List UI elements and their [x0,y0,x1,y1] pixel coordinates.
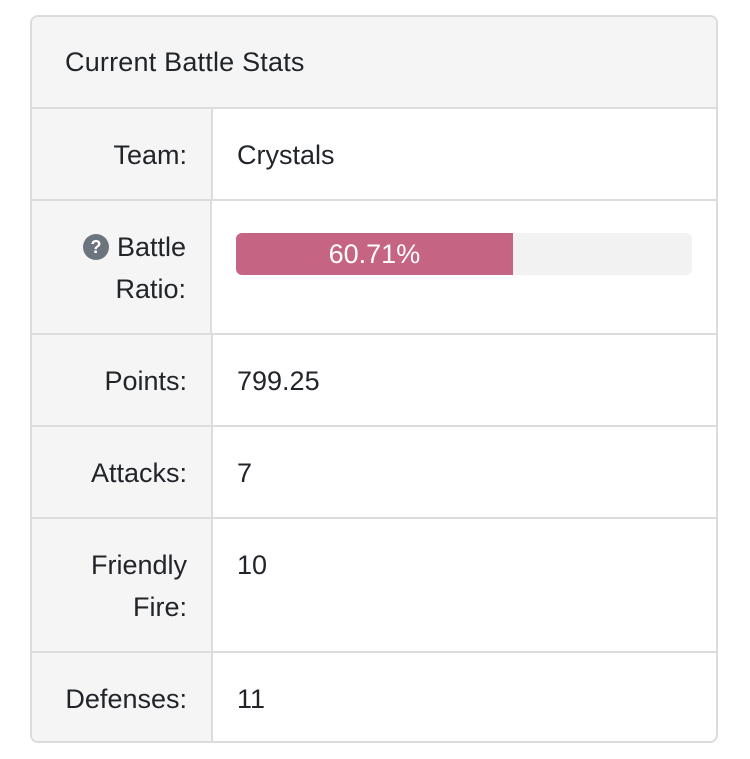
battle-stats-panel: Current Battle Stats Team: Crystals ? Bat… [30,15,718,743]
stat-label-line: Fire: [133,592,187,622]
stat-label: Attacks: [32,427,213,517]
stat-label-battle-ratio: ? Battle Ratio: [32,201,212,333]
stat-value-points: 799.25 [237,366,320,396]
stat-value-team: Crystals [237,140,335,170]
stat-label-line: Ratio: [115,274,186,304]
stat-label-friendly-fire: Friendly Fire: [32,519,213,651]
stat-row-battle-ratio: ? Battle Ratio: 60.71% [32,201,716,335]
stat-label: Defenses: [32,653,213,741]
question-circle-icon[interactable]: ? [82,234,109,260]
stat-row-team: Team: Crystals [32,109,716,201]
stat-label-line: Friendly [90,550,187,580]
panel-title: Current Battle Stats [32,17,716,109]
stat-row-defenses: Defenses: 11 [32,653,716,741]
stat-label-line: Battle [116,232,186,262]
stat-value-attacks: 7 [237,458,253,488]
stat-label: Points: [32,335,213,425]
stat-label: Team: [32,109,213,199]
stat-value-battle-ratio: 60.71% [212,201,716,333]
stat-row-points: Points: 799.25 [32,335,716,427]
stat-row-friendly-fire: Friendly Fire: 10 [32,519,716,653]
stat-value-friendly-fire: 10 [237,550,268,580]
stat-row-attacks: Attacks: 7 [32,427,716,519]
battle-ratio-progress: 60.71% [236,233,692,275]
stat-value-defenses: 11 [237,684,266,714]
battle-ratio-progress-bar: 60.71% [236,233,513,275]
